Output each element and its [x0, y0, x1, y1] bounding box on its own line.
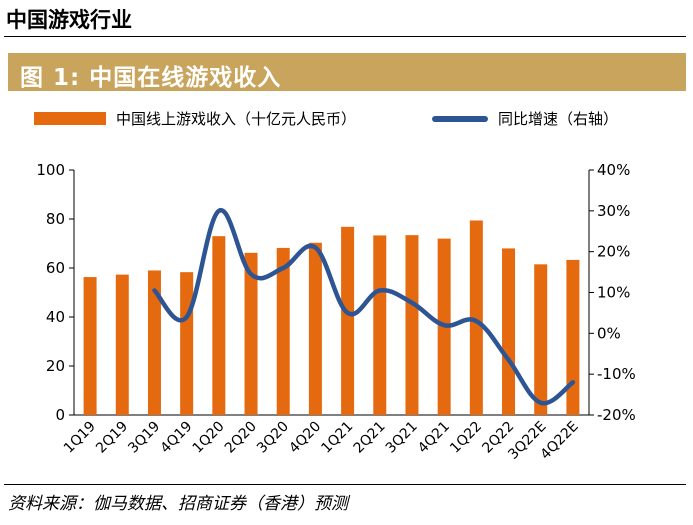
category-labels: 1Q192Q193Q194Q191Q202Q203Q204Q201Q212Q21… [61, 419, 582, 463]
right-tick-label: -20% [597, 406, 636, 424]
category-label: 2Q21 [351, 419, 389, 457]
category-label: 3Q20 [254, 419, 292, 457]
bar [276, 247, 290, 415]
category-label: 1Q20 [190, 419, 228, 457]
left-tick-label: 60 [46, 259, 65, 277]
left-tick-label: 20 [46, 357, 65, 375]
bar [83, 277, 97, 415]
category-label: 2Q19 [93, 419, 131, 457]
right-tick-label: 40% [597, 161, 630, 179]
category-label: 1Q22 [447, 419, 485, 457]
bar [341, 226, 355, 415]
bar [212, 236, 226, 415]
growth-line [152, 208, 576, 406]
bar-series [83, 220, 580, 415]
growth-line-series [152, 208, 576, 406]
bar [244, 252, 258, 415]
figure-title: 图 1: 中国在线游戏收入 [20, 65, 282, 91]
bar [115, 274, 129, 415]
legend-item-revenue: 中国线上游戏收入（十亿元人民币） [34, 108, 356, 129]
category-label: 1Q21 [318, 419, 356, 457]
bar [180, 272, 194, 415]
bar [405, 235, 419, 415]
category-label: 4Q20 [286, 419, 324, 457]
figure-banner: 图 1: 中国在线游戏收入 [8, 53, 686, 91]
right-tick-label: 20% [597, 243, 630, 261]
category-label: 4Q19 [157, 419, 195, 457]
bar [308, 242, 322, 415]
left-tick-label: 40 [46, 308, 65, 326]
left-tick-label: 80 [46, 210, 65, 228]
category-label: 1Q19 [61, 419, 99, 457]
right-tick-label: -10% [597, 365, 636, 383]
right-tick-label: 30% [597, 202, 630, 220]
legend-label-revenue: 中国线上游戏收入（十亿元人民币） [116, 110, 357, 128]
bar [147, 270, 161, 415]
chart-legend: 中国线上游戏收入（十亿元人民币） 同比增速（右轴） [0, 108, 693, 136]
left-tick-label: 100 [36, 161, 65, 179]
legend-item-growth: 同比增速（右轴） [432, 108, 618, 129]
right-tick-label: 0% [597, 324, 621, 342]
source-note: 资料来源：伽马数据、招商证券（香港）预测 [8, 494, 348, 514]
legend-swatch-bar [34, 112, 106, 125]
bar [566, 259, 580, 415]
legend-label-growth: 同比增速（右轴） [498, 110, 619, 128]
left-tick-label: 0 [55, 406, 65, 424]
right-tick-label: 10% [597, 284, 630, 302]
bar [469, 220, 483, 415]
heading-divider [4, 36, 686, 37]
source-divider [4, 484, 686, 485]
category-label: 4Q21 [415, 419, 453, 457]
legend-swatch-line [432, 115, 488, 122]
bar [534, 264, 548, 415]
category-label: 2Q20 [222, 419, 260, 457]
bar [373, 235, 387, 415]
page-title: 中国游戏行业 [6, 7, 132, 32]
chart-axes: 0 20 40 60 80 100 -20% -10% 0% 10% 20% 30% 40% [36, 161, 635, 424]
bar [502, 248, 516, 415]
category-label: 3Q19 [125, 419, 163, 457]
category-label: 3Q21 [383, 419, 421, 457]
